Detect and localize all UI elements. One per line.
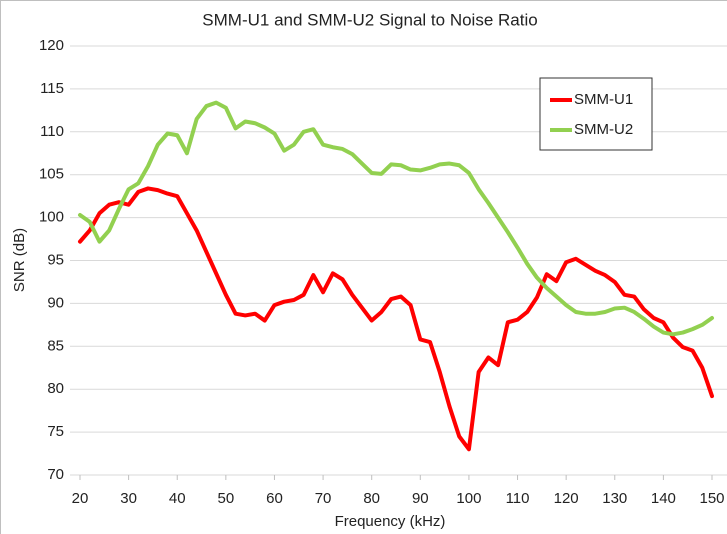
x-tick-label: 150 (699, 490, 724, 507)
x-tick-label: 80 (363, 490, 380, 507)
x-tick-label: 40 (169, 490, 186, 507)
x-tick-label: 140 (651, 490, 676, 507)
x-tick-label: 120 (554, 490, 579, 507)
legend: SMM-U1 SMM-U2 (539, 77, 653, 151)
x-tick-label: 50 (218, 490, 235, 507)
data-line (78, 186, 714, 452)
y-axis-label: SNR (dB) (11, 228, 28, 292)
x-tick-label: 110 (506, 490, 530, 507)
y-tick-label: 115 (40, 80, 64, 97)
x-tick-label: 60 (266, 490, 283, 507)
y-tick-label: 110 (40, 123, 64, 140)
legend-box (539, 77, 653, 151)
x-axis-label: Frequency (kHz) (335, 513, 446, 530)
y-tick-label: 80 (47, 380, 64, 397)
y-tick-label: 75 (47, 423, 64, 440)
chart-title: SMM-U1 and SMM-U2 Signal to Noise Ratio (202, 10, 537, 29)
x-tick-label: 20 (72, 490, 89, 507)
y-tick-label: 85 (47, 337, 64, 354)
x-tick-label: 100 (456, 490, 481, 507)
x-tick-label: 130 (602, 490, 627, 507)
y-tick-label: 100 (39, 209, 64, 226)
y-tick-label: 70 (47, 466, 64, 483)
y-tick-label: 105 (39, 166, 64, 183)
y-tick-label: 120 (39, 37, 64, 54)
legend-label: SMM-U1 (574, 91, 633, 108)
data-line (78, 100, 714, 337)
y-tick-label: 95 (47, 251, 64, 268)
y-tick-label: 90 (47, 294, 64, 311)
x-tick-label: 90 (412, 490, 429, 507)
legend-label: SMM-U2 (574, 121, 633, 138)
x-tick-label: 30 (120, 490, 137, 507)
x-tick-label: 70 (315, 490, 332, 507)
